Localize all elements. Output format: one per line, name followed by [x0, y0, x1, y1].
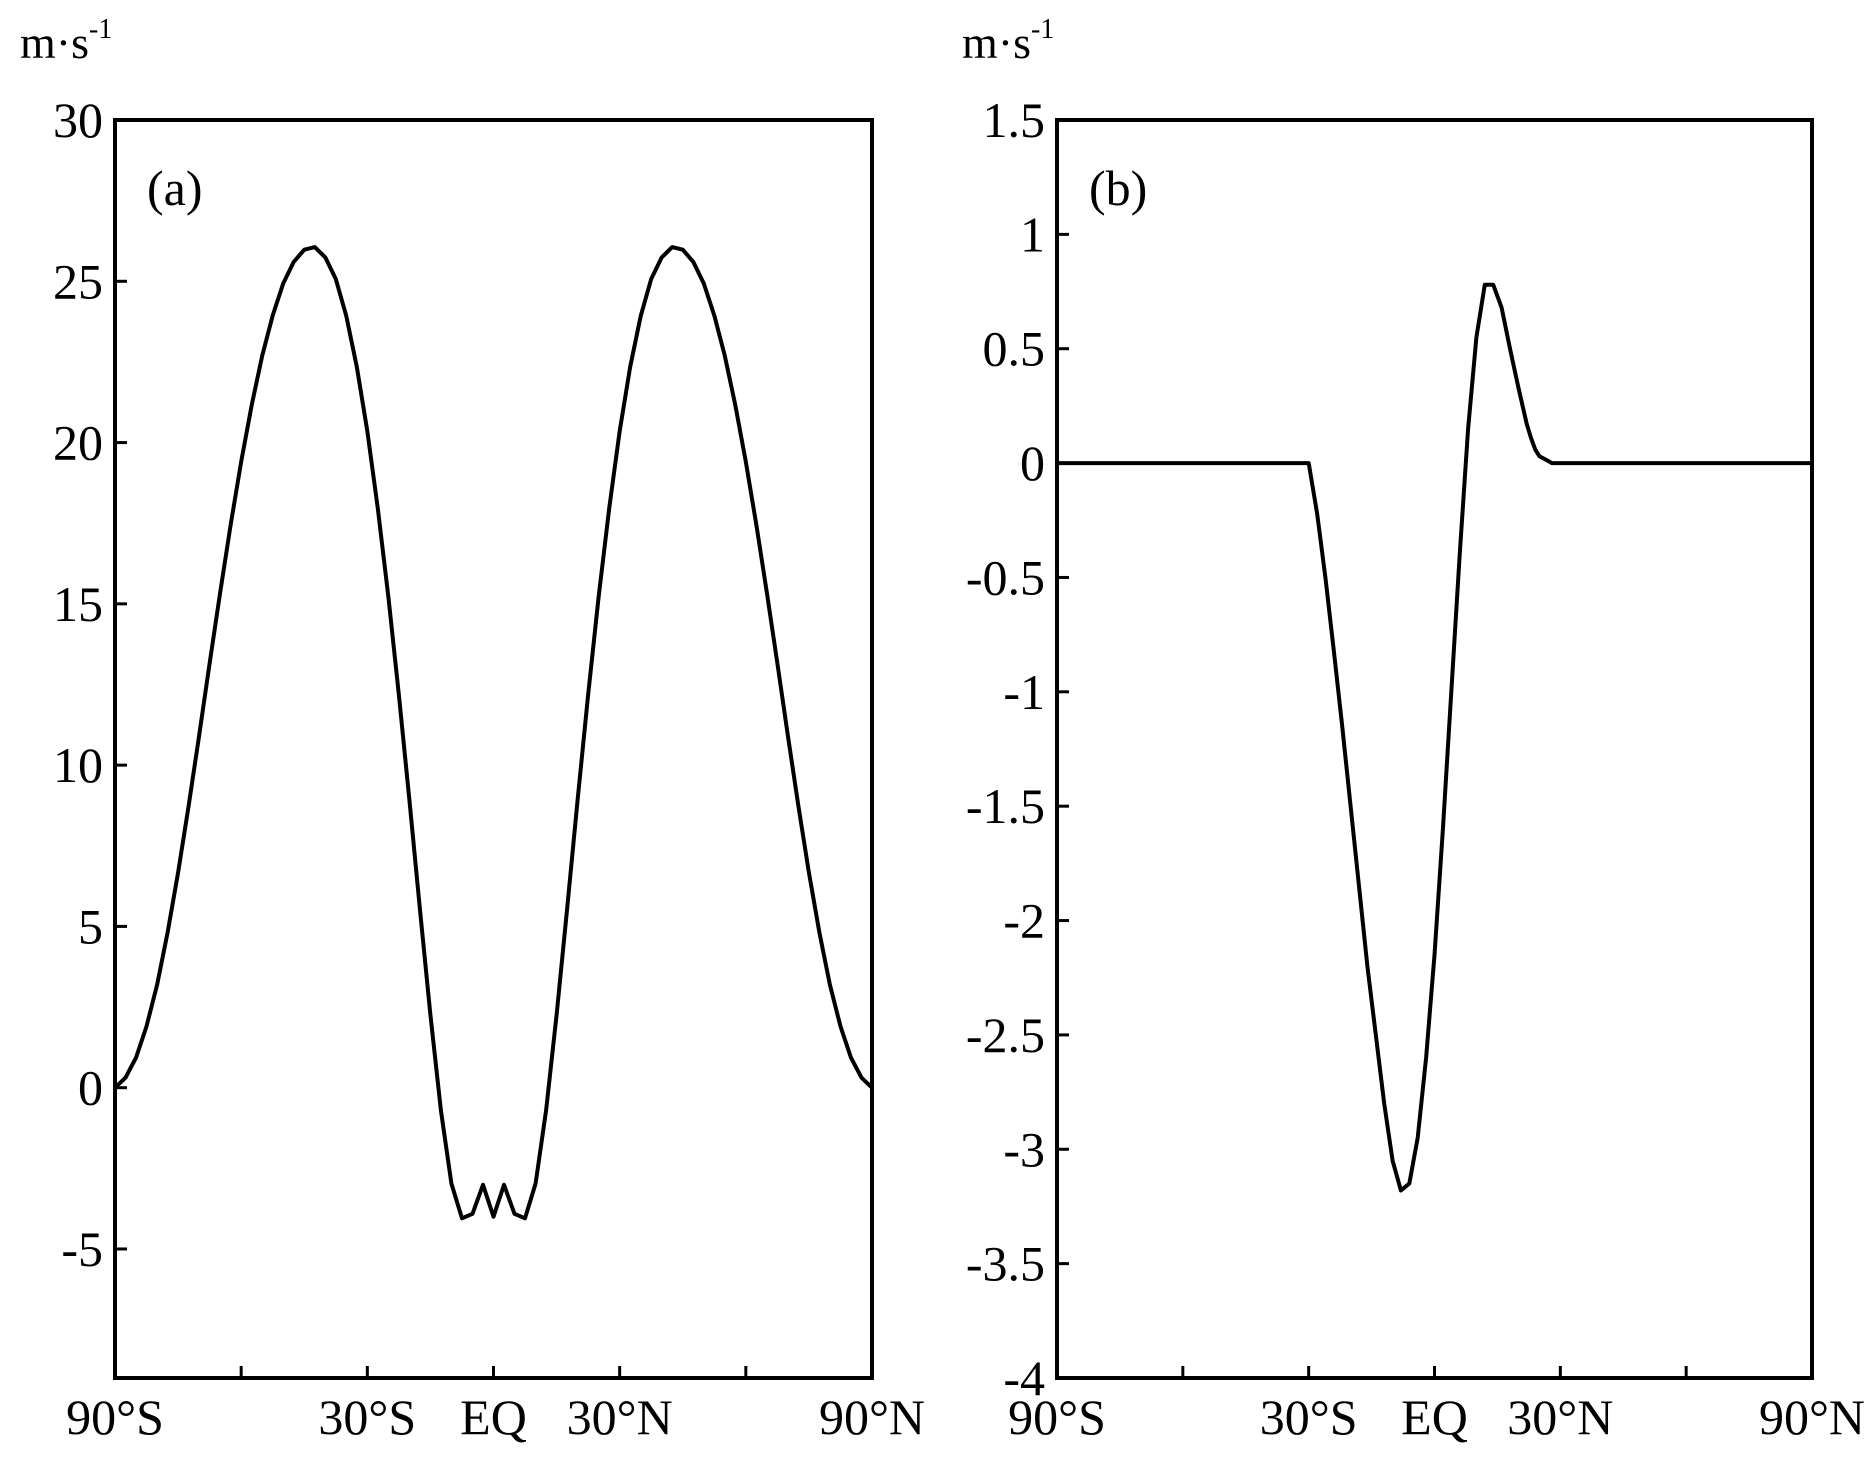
x-tick-label: EQ [1401, 1389, 1468, 1445]
y-tick-label: 1 [1020, 206, 1045, 262]
panel-label: (b) [1089, 160, 1147, 216]
y-tick-label: -1.5 [966, 778, 1045, 834]
x-tick-label: 90°N [1759, 1389, 1865, 1445]
x-tick-label: 90°S [66, 1389, 164, 1445]
chart-panel-b: 1.5 1 0.5 0 -0.5 -1 -1.5 -2 -2.5 -3 -3.5 -490°S 30°S… [962, 14, 1865, 1445]
y-tick-label: 5 [78, 898, 103, 954]
y-unit-exponent: -1 [1031, 14, 1054, 45]
y-tick-label: -3.5 [966, 1236, 1045, 1292]
series-line-0 [1057, 282, 1812, 1193]
x-tick-label: 30°N [1507, 1389, 1613, 1445]
y-tick-label: 0 [78, 1060, 103, 1116]
y-tick-label: 0.5 [983, 321, 1046, 377]
x-tick-label: 30°N [567, 1389, 673, 1445]
panel-label: (a) [147, 160, 203, 216]
x-tick-label: 90°S [1008, 1389, 1106, 1445]
y-tick-label: 10 [53, 737, 103, 793]
y-unit-label: m·s-1 [20, 14, 112, 68]
x-tick-label: 90°N [819, 1389, 925, 1445]
y-tick-label: -3 [1003, 1121, 1045, 1177]
y-tick-label: 20 [53, 415, 103, 471]
y-tick-label: -2.5 [966, 1007, 1045, 1063]
y-tick-label: 25 [53, 253, 103, 309]
x-tick-label: 30°S [318, 1389, 416, 1445]
y-tick-label: -2 [1003, 893, 1045, 949]
chart-panel-a: 30 25 20 15 10 5 0 -5 90°S 30°S EQ 30°N 90°N m·s-1 (a) [20, 14, 925, 1445]
y-tick-label: -5 [61, 1221, 103, 1277]
plot-frame [1055, 118, 1814, 1380]
y-tick-label: 15 [53, 576, 103, 632]
x-tick-label: EQ [460, 1389, 527, 1445]
y-unit-label: m·s-1 [962, 14, 1054, 68]
plot-frame [113, 118, 874, 1380]
y-tick-label: -0.5 [966, 549, 1045, 605]
y-tick-label: -1 [1003, 664, 1045, 720]
series-line-0 [113, 245, 874, 1221]
y-tick-label: 0 [1020, 435, 1045, 491]
y-unit-exponent: -1 [89, 14, 112, 45]
y-unit-base: m·s [962, 17, 1031, 68]
y-unit-base: m·s [20, 17, 89, 68]
y-tick-label: 1.5 [983, 92, 1046, 148]
y-tick-label: -4 [1003, 1350, 1045, 1406]
x-tick-label: 30°S [1260, 1389, 1358, 1445]
y-tick-label: 30 [53, 92, 103, 148]
